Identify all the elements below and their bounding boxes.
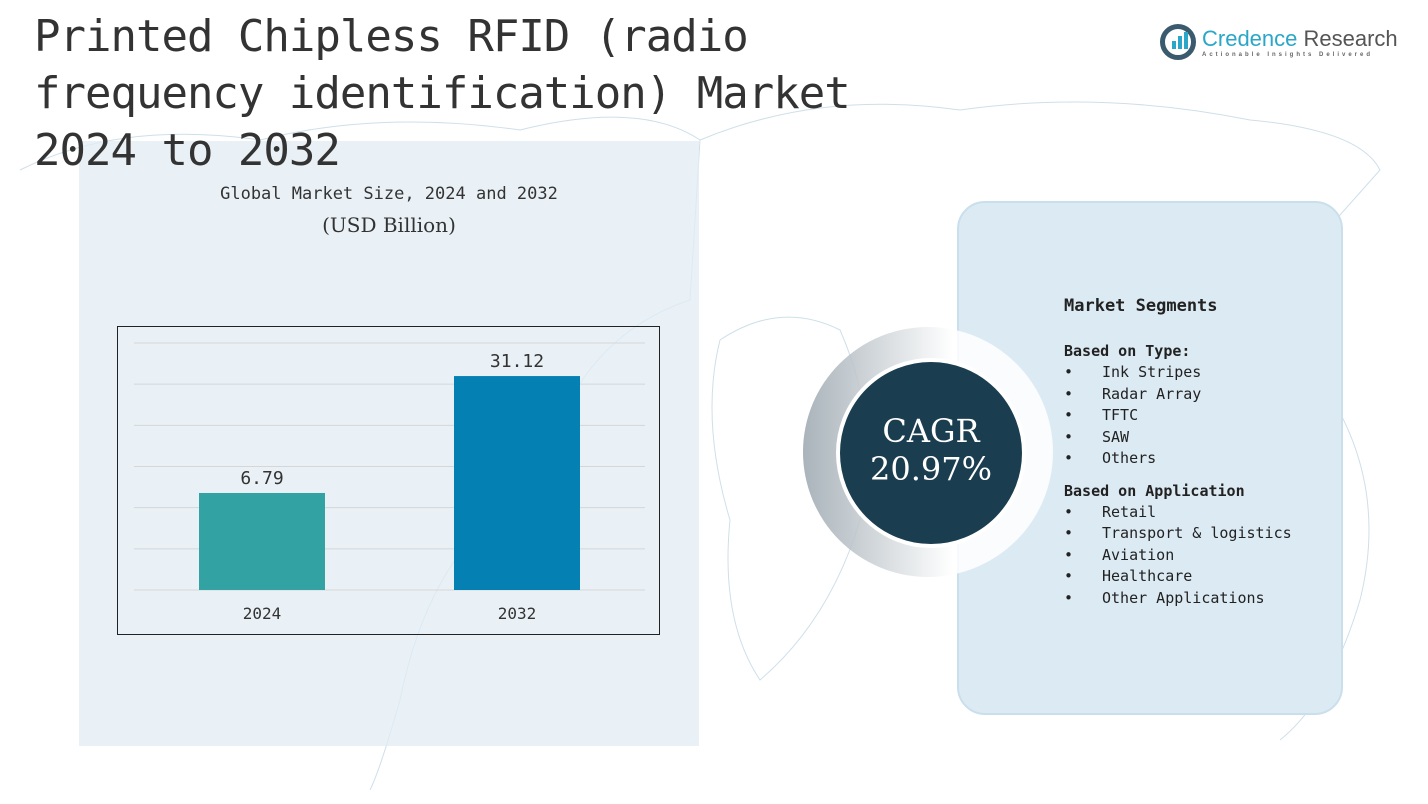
cagr-value: 20.97% (869, 450, 992, 488)
application-item: • Healthcare (1064, 566, 1292, 588)
type-item: • Others (1064, 448, 1292, 470)
application-item: • Other Applications (1064, 588, 1292, 610)
cagr-label: CAGR (882, 412, 980, 450)
logo-name-2: Research (1303, 26, 1398, 51)
chart-panel (79, 141, 699, 746)
application-item: • Retail (1064, 502, 1292, 524)
data-label: 31.12 (490, 351, 544, 372)
type-label: Others (1102, 449, 1157, 467)
application-heading: Based on Application (1064, 481, 1245, 500)
application-label: Retail (1102, 502, 1157, 521)
chart-subtitle: (USD Billion) (322, 213, 456, 237)
type-label: Ink Stripes (1102, 363, 1202, 381)
type-item: • Ink Stripes (1064, 362, 1292, 384)
type-item: • Radar Array (1064, 384, 1292, 406)
application-label: Healthcare (1102, 567, 1193, 585)
application-item: • Aviation (1064, 545, 1292, 567)
bar-chart: 6.79 2024 31.12 2032 (134, 342, 645, 623)
bullet-icon: • (1064, 449, 1074, 467)
bullet-icon: • (1064, 524, 1074, 542)
bullet-icon: • (1064, 502, 1074, 521)
credence-research-logo: Credence Research Actionable Insights De… (1160, 24, 1398, 60)
logo-chart-icon (1160, 24, 1196, 60)
x-tick-label: 2032 (498, 604, 537, 623)
plot-area: 6.79 2024 31.12 2032 (117, 326, 660, 635)
application-label: Aviation (1102, 545, 1175, 564)
bullet-icon: • (1064, 427, 1074, 446)
bullet-icon: • (1064, 384, 1074, 403)
type-label: Radar Array (1102, 384, 1202, 403)
bullet-icon: • (1064, 363, 1074, 381)
type-heading: Based on Type: (1064, 342, 1191, 360)
bullet-icon: • (1064, 406, 1074, 424)
type-label: SAW (1102, 427, 1130, 446)
segments-title: Market Segments (1064, 296, 1218, 316)
page-title: Printed Chipless RFID (radio frequency i… (34, 11, 851, 176)
cagr-badge: CAGR 20.97% (836, 358, 1026, 548)
bullet-icon: • (1064, 545, 1074, 564)
market-segments: Market Segments Based on Type: • Ink Stri… (1064, 296, 1292, 621)
application-label: Transport & logistics (1102, 524, 1292, 542)
bar-2032 (454, 376, 580, 590)
application-list: • Retail • Transport & logistics • Aviation • H… (1064, 502, 1292, 610)
chart-title: Global Market Size, 2024 and 2032 (220, 184, 558, 204)
type-item: • SAW (1064, 427, 1292, 449)
logo-name-1: Credence (1202, 26, 1298, 51)
logo-tagline: Actionable Insights Delivered (1202, 52, 1374, 58)
application-label: Other Applications (1102, 588, 1265, 607)
bullet-icon: • (1064, 588, 1074, 607)
data-label: 6.79 (240, 468, 283, 489)
bar-2024 (199, 492, 325, 590)
type-item: • TFTC (1064, 405, 1292, 427)
type-label: TFTC (1102, 406, 1139, 424)
application-item: • Transport & logistics (1064, 523, 1292, 545)
bullet-icon: • (1064, 567, 1074, 585)
type-list: • Ink Stripes • Radar Array • TFTC • SAW • Others (1064, 362, 1292, 470)
x-tick-label: 2024 (243, 604, 282, 623)
